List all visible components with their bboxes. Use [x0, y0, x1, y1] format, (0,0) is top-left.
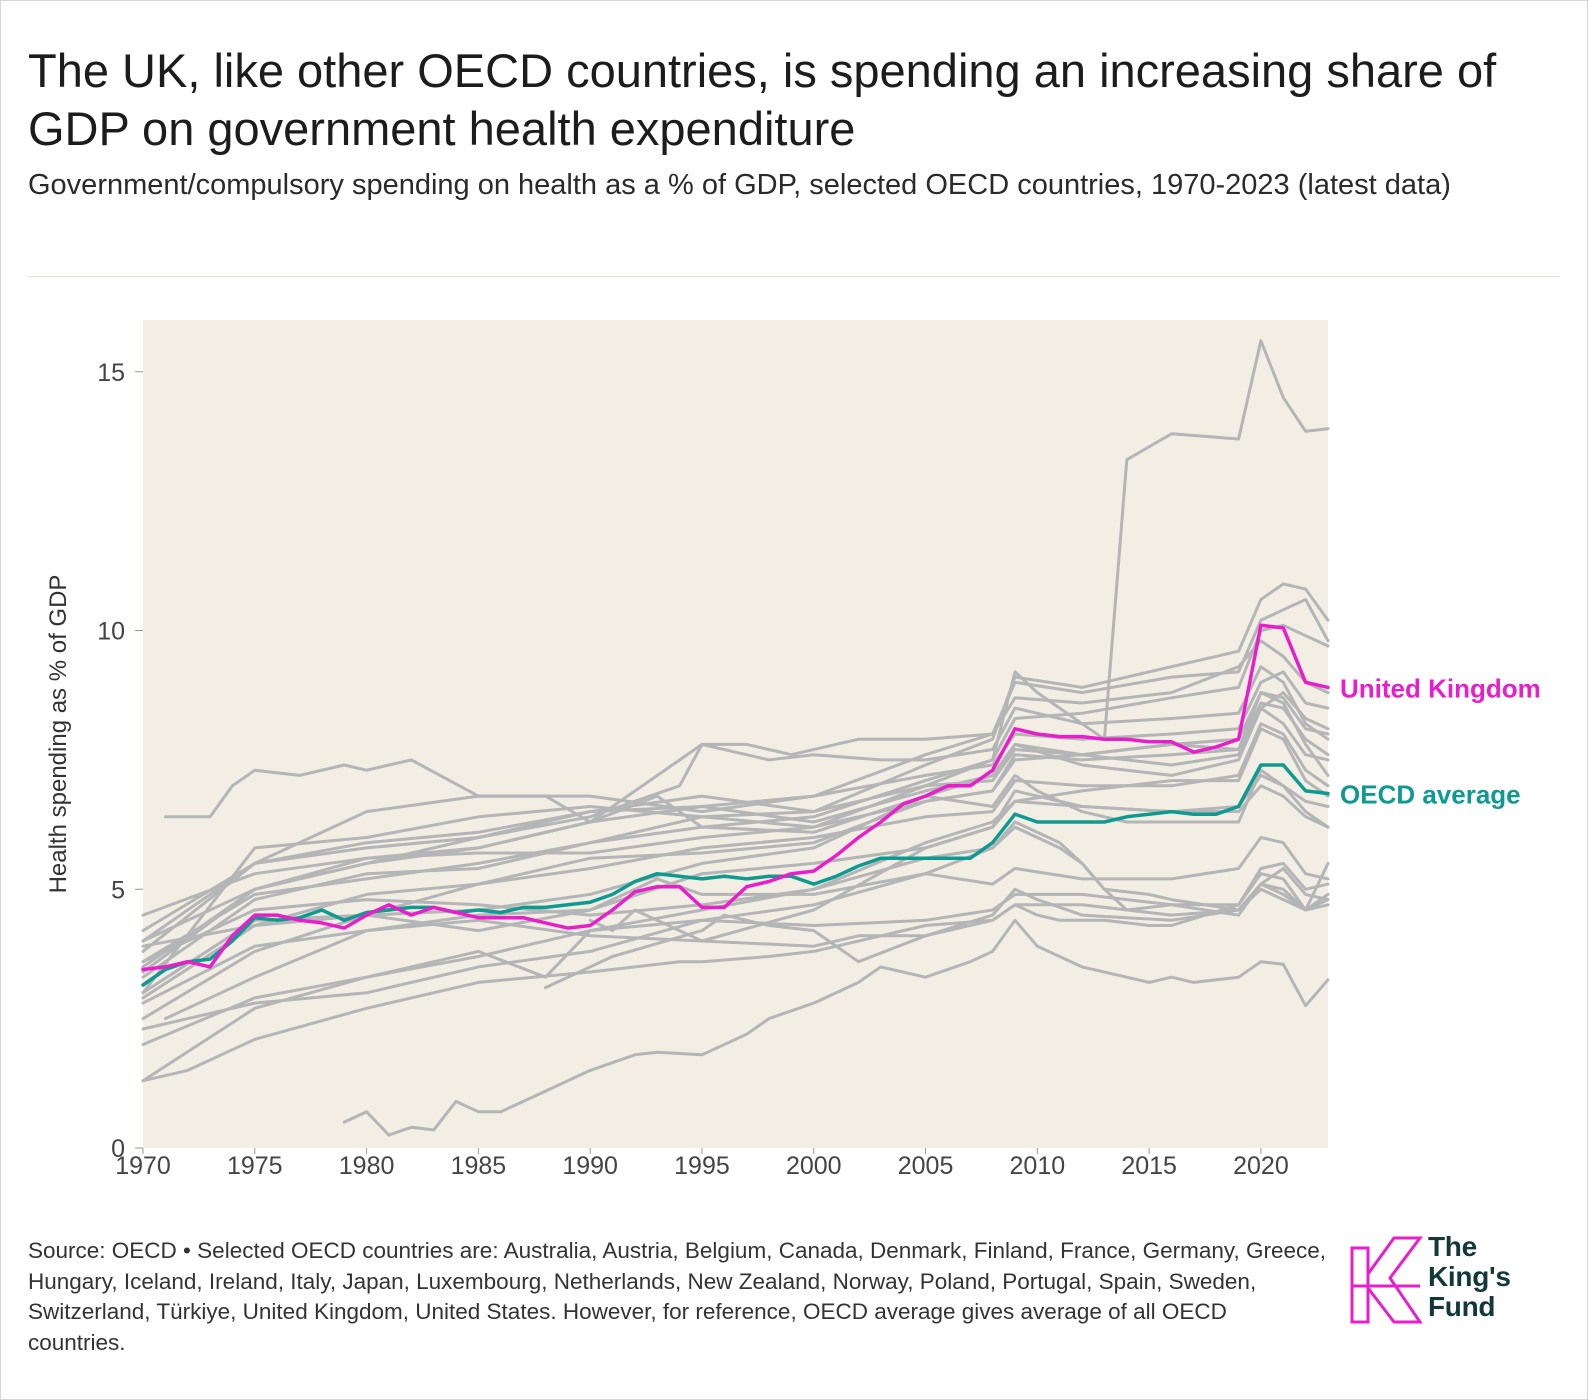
- axes: 0 5 10 15 1970 1975 1980 1985 1990 1995 2000 2005 20…: [97, 359, 1289, 1180]
- line-chart: 0 5 10 15 1970 1975 1980 1985 1990 1995 2000 2005 20…: [45, 320, 1541, 1180]
- x-tick-label: 1985: [451, 1152, 507, 1180]
- x-tick-label: 1980: [339, 1152, 395, 1180]
- country-line-20: [141, 882, 1330, 1083]
- country-line-23: [588, 861, 1330, 948]
- y-tick-label: 10: [97, 618, 125, 646]
- chart-subtitle: Government/compulsory spending on health…: [28, 169, 1451, 201]
- oecd-average-line: [141, 763, 1330, 987]
- country-line-13: [141, 722, 1330, 1021]
- source-note: Source: OECD • Selected OECD countries a…: [28, 1238, 1327, 1355]
- country-line-1: [141, 339, 1330, 995]
- country-line-15: [141, 727, 1330, 964]
- chart-title: The UK, like other OECD countries, is sp…: [28, 44, 1497, 155]
- country-line-22: [141, 784, 1330, 995]
- y-tick-label: 0: [111, 1135, 125, 1163]
- x-tick-label: 2005: [898, 1152, 954, 1180]
- logo-line-3: Fund: [1428, 1291, 1496, 1322]
- country-line-10: [141, 691, 1330, 974]
- x-tick-label: 1975: [227, 1152, 283, 1180]
- x-tick-label: 2015: [1121, 1152, 1177, 1180]
- united-kingdom-label: United Kingdom: [1340, 673, 1541, 703]
- y-axis-label: Health spending as % of GDP: [45, 575, 72, 894]
- y-tick-label: 15: [97, 359, 125, 387]
- x-tick-label: 1995: [674, 1152, 730, 1180]
- x-tick-label: 1990: [562, 1152, 618, 1180]
- y-tick-label: 5: [111, 876, 125, 904]
- united-kingdom-line: [141, 623, 1330, 972]
- country-line-16: [163, 773, 1330, 1021]
- country-line-25: [342, 918, 1330, 1137]
- x-tick-label: 2020: [1233, 1152, 1289, 1180]
- x-tick-label: 2000: [786, 1152, 842, 1180]
- country-line-24: [141, 882, 1330, 1083]
- country-line-19: [141, 836, 1330, 1005]
- kings-fund-logo-icon: [1350, 1236, 1423, 1324]
- header-divider: [28, 276, 1560, 277]
- oecd-average-label: OECD average: [1340, 780, 1521, 810]
- country-line-2: [141, 582, 1330, 943]
- logo-line-1: The: [1428, 1231, 1477, 1262]
- x-tick-label: 2010: [1010, 1152, 1066, 1180]
- country-line-6: [141, 665, 1330, 969]
- country-line-17: [141, 825, 1330, 1046]
- country-line-4: [141, 623, 1330, 964]
- country-line-5: [163, 639, 1330, 824]
- country-line-7: [141, 670, 1330, 953]
- kings-fund-wordmark: The King's Fund: [1428, 1232, 1511, 1322]
- country-line-8: [141, 691, 1330, 979]
- highlighted-series: OECD average United Kingdom: [141, 623, 1541, 987]
- x-tick-label: 1970: [115, 1152, 171, 1180]
- logo-line-2: King's: [1428, 1261, 1511, 1292]
